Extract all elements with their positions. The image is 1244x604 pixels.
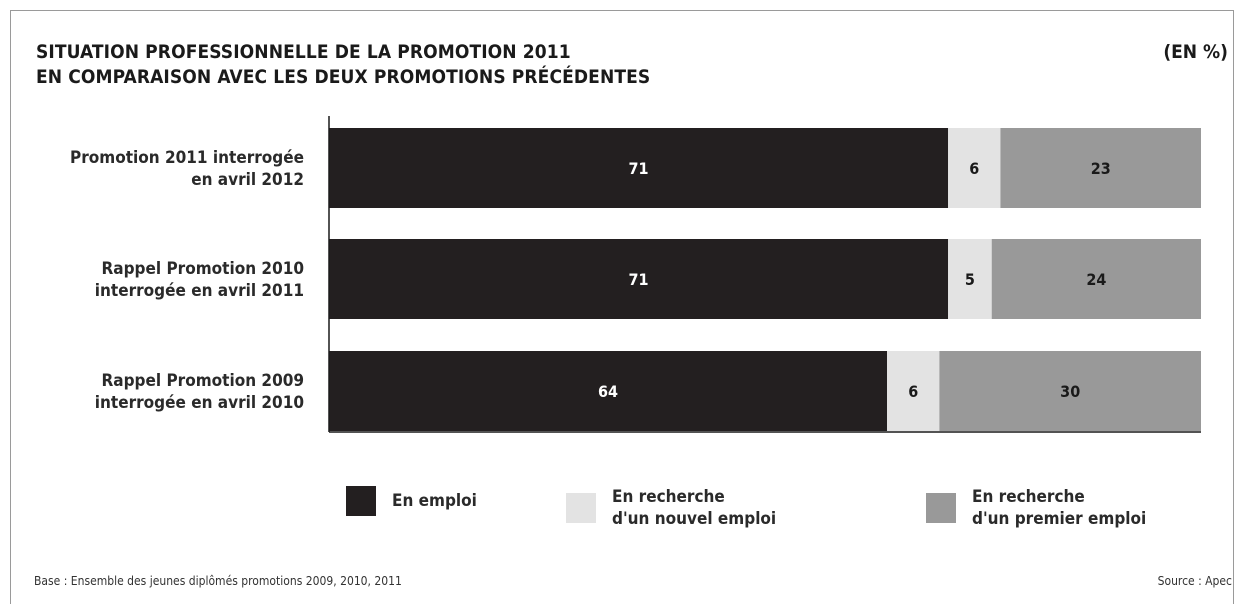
category-label-2: Rappel Promotion 2010 interrogée en avril… xyxy=(95,259,304,301)
bar-segment-1-3 xyxy=(1000,128,1201,208)
category-label-1: Promotion 2011 interrogée en avril 2012 xyxy=(70,148,304,190)
chart-title-line-1: SITUATION PROFESSIONNELLE DE LA PROMOTIO… xyxy=(36,41,571,63)
category-label-line-2-2: interrogée en avril 2011 xyxy=(95,281,304,301)
legend-item-recherche-premier: En recherche d'un premier emploi xyxy=(926,486,1146,530)
bar-segment-2-2 xyxy=(948,239,992,319)
bar-value-label-2-1: 71 xyxy=(629,270,649,289)
legend-item-recherche-nouvel: En recherche d'un nouvel emploi xyxy=(566,486,776,530)
footer-source: Source : Apec xyxy=(1157,574,1232,588)
legend-swatch-en-emploi xyxy=(346,486,376,516)
legend-label-recherche-nouvel: En recherche d'un nouvel emploi xyxy=(612,487,777,529)
chart-frame xyxy=(10,10,1234,604)
chart-title-line-2: EN COMPARAISON AVEC LES DEUX PROMOTIONS … xyxy=(36,66,651,88)
bar-segment-3-3 xyxy=(939,351,1201,431)
bar-segment-3-2 xyxy=(887,351,940,431)
category-label-line-2-1: Rappel Promotion 2010 xyxy=(102,259,304,279)
bar-value-label-3-2: 6 xyxy=(908,382,918,401)
bar-value-label-3-1: 64 xyxy=(598,382,618,401)
bar-segment-2-3 xyxy=(991,239,1201,319)
bar-value-label-1-2: 6 xyxy=(969,159,979,178)
bar-segment-3-1 xyxy=(329,351,888,431)
legend-item-en-emploi: En emploi xyxy=(346,486,477,516)
category-label-line-1-2: en avril 2012 xyxy=(191,170,304,190)
chart-title: SITUATION PROFESSIONNELLE DE LA PROMOTIO… xyxy=(36,40,650,90)
bar-value-label-2-2: 5 xyxy=(965,270,975,289)
legend-label-en-emploi: En emploi xyxy=(392,491,477,511)
category-label-line-3-2: interrogée en avril 2010 xyxy=(95,393,304,413)
category-label-line-3-1: Rappel Promotion 2009 xyxy=(102,371,304,391)
bar-segment-1-1 xyxy=(329,128,949,208)
bar-value-label-1-1: 71 xyxy=(629,159,649,178)
bar-value-label-3-3: 30 xyxy=(1060,382,1080,401)
footer-base-note: Base : Ensemble des jeunes diplômés prom… xyxy=(34,574,402,588)
legend-swatch-recherche-premier xyxy=(926,493,956,523)
bar-value-label-1-3: 23 xyxy=(1091,159,1111,178)
bar-value-label-2-3: 24 xyxy=(1086,270,1106,289)
category-label-3: Rappel Promotion 2009 interrogée en avril… xyxy=(95,371,304,413)
bar-segment-2-1 xyxy=(329,239,949,319)
legend-swatch-recherche-nouvel xyxy=(566,493,596,523)
legend-label-recherche-premier: En recherche d'un premier emploi xyxy=(972,487,1147,529)
category-label-line-1-1: Promotion 2011 interrogée xyxy=(70,148,304,168)
bar-segment-1-2 xyxy=(948,128,1001,208)
unit-label: (EN %) xyxy=(1163,41,1228,63)
